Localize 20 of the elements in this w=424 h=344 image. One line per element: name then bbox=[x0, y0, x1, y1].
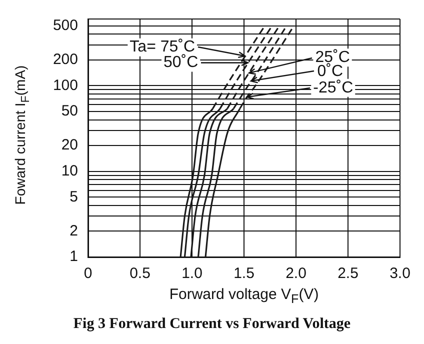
text: Fig 3 Forward Current vs Forward Voltage bbox=[72, 316, 352, 333]
x-tick-label: 0.5 bbox=[130, 265, 150, 282]
y-tick-label: 500 bbox=[52, 16, 78, 34]
x-tick-label: 3.0 bbox=[390, 265, 410, 282]
y-tick-label: 200 bbox=[52, 51, 78, 68]
y-tick-label: 1 bbox=[70, 248, 78, 266]
x-tick-label: 2.0 bbox=[286, 265, 306, 282]
x-tick-label: 1.5 bbox=[234, 265, 254, 282]
x-tick-label: 0 bbox=[84, 265, 92, 282]
y-tick-label: 10 bbox=[61, 162, 78, 180]
annotation: 50˚C bbox=[163, 54, 198, 72]
y-tick-label: 20 bbox=[61, 136, 78, 154]
y-tick-label: 50 bbox=[61, 102, 78, 120]
x-axis-title: Forward voltage V$_{F}$(V) bbox=[168, 286, 320, 306]
x-tick-label: 2.5 bbox=[338, 265, 358, 282]
y-tick-label: 5 bbox=[70, 188, 78, 206]
y-tick-label: 2 bbox=[70, 222, 78, 240]
y-tick-label: 100 bbox=[52, 76, 78, 94]
x-tick-label: 1.0 bbox=[182, 265, 202, 282]
annotation: -25˚C bbox=[313, 79, 354, 96]
